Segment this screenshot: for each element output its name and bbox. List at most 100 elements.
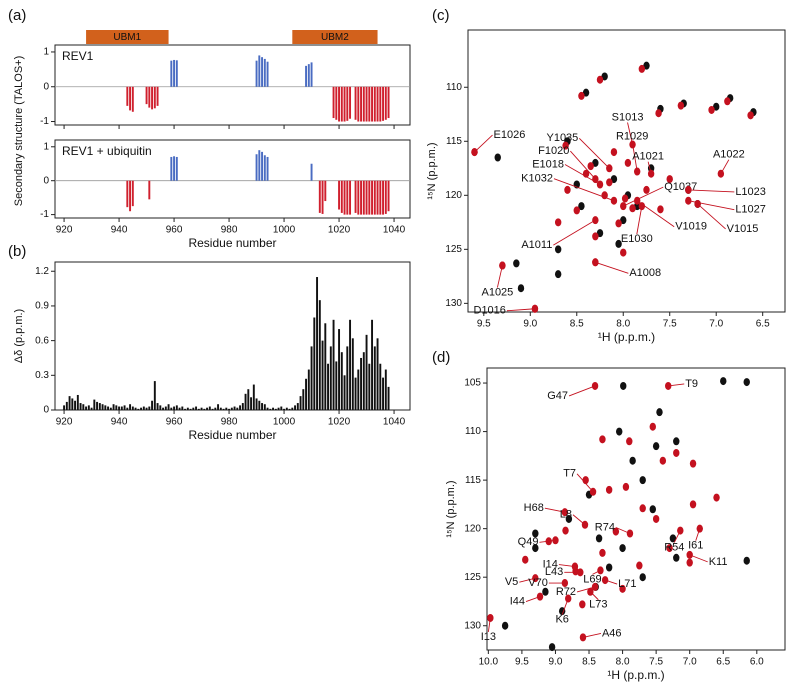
bar <box>296 403 299 410</box>
x-tick-label: 940 <box>111 225 128 236</box>
bar <box>357 180 360 215</box>
x-tick-label: 8.0 <box>616 657 630 668</box>
peak-label: A46 <box>602 627 622 639</box>
x-axis-label: ¹H (p.p.m.) <box>598 330 655 344</box>
bar <box>87 405 90 410</box>
y-tick-label: 0 <box>43 81 49 92</box>
bar <box>305 378 308 410</box>
bar <box>280 406 283 410</box>
peak <box>501 621 509 630</box>
bar <box>338 329 341 410</box>
bar <box>373 86 376 122</box>
peak <box>622 482 630 491</box>
peak <box>673 553 680 562</box>
bar <box>318 180 321 213</box>
y-tick-label: 0.3 <box>35 370 49 381</box>
bar <box>272 407 275 410</box>
peak <box>629 456 636 465</box>
domain-label: UBM1 <box>113 32 141 43</box>
bar <box>261 403 264 410</box>
bar <box>156 86 159 106</box>
bar <box>373 346 376 410</box>
peak <box>619 584 626 593</box>
peak <box>713 102 720 111</box>
labeled-peak <box>606 164 613 173</box>
peak <box>724 97 731 106</box>
peak-label: E1018 <box>532 158 564 170</box>
bar <box>261 57 264 87</box>
peak-label: Q49 <box>518 536 539 548</box>
bar <box>307 64 310 87</box>
bar <box>368 86 371 122</box>
peak <box>615 219 622 228</box>
bar <box>184 408 187 410</box>
leader-line <box>570 150 596 180</box>
bar <box>107 406 110 410</box>
bar <box>346 346 349 410</box>
labeled-peak <box>577 568 584 577</box>
bar <box>126 407 129 410</box>
bar <box>148 406 151 410</box>
bar <box>340 180 343 213</box>
bar <box>255 154 258 181</box>
bar <box>307 369 310 410</box>
x-tick-label: 6.5 <box>716 657 730 668</box>
x-tick-label: 6.0 <box>750 657 764 668</box>
peak-label: Y1035 <box>546 132 578 144</box>
peak <box>669 534 677 543</box>
bar <box>203 408 206 410</box>
bar <box>129 404 132 410</box>
leader-line <box>544 507 565 513</box>
peak <box>542 587 549 596</box>
labeled-peak <box>677 526 684 535</box>
peak-label: H68 <box>524 502 544 514</box>
peak <box>562 526 569 535</box>
y-tick-label: 1 <box>43 141 49 152</box>
leader-line <box>576 473 594 493</box>
bar <box>65 401 68 410</box>
plot-frame <box>54 139 411 219</box>
labeled-peak <box>694 199 701 208</box>
bar <box>137 408 140 410</box>
peak <box>652 514 660 523</box>
labeled-peak <box>647 169 655 178</box>
peak <box>610 175 618 184</box>
panel-label: (a) <box>8 7 26 24</box>
labeled-peak <box>685 196 692 205</box>
labeled-peak <box>638 202 646 211</box>
peak <box>747 111 754 120</box>
peak <box>626 437 633 446</box>
peak-label: A1008 <box>629 267 661 279</box>
peak <box>565 514 573 523</box>
peak-label: D1016 <box>474 305 506 317</box>
bar <box>387 180 390 212</box>
bar <box>219 407 222 410</box>
peak <box>601 72 608 81</box>
y-tick-label: -1 <box>40 209 49 220</box>
x-tick-label: 9.5 <box>477 319 491 330</box>
peak-label: L8 <box>560 509 572 521</box>
bar <box>258 55 261 87</box>
labeled-peak <box>499 261 506 270</box>
peak-label: A1011 <box>521 239 552 251</box>
peak <box>659 456 667 465</box>
bar <box>255 60 258 87</box>
bar <box>195 406 198 410</box>
bar <box>131 406 134 410</box>
peak <box>743 378 750 387</box>
peak-label: L1023 <box>735 186 766 198</box>
bar <box>233 406 236 410</box>
bar <box>277 407 280 410</box>
bar <box>362 86 365 122</box>
plot-frame <box>467 29 786 313</box>
peak-label: I13 <box>481 631 496 643</box>
bar <box>76 394 79 410</box>
peak <box>708 105 715 114</box>
peak <box>639 504 646 513</box>
x-tick-label: 940 <box>111 417 128 428</box>
bar <box>222 408 225 410</box>
peak-label: K11 <box>709 556 728 568</box>
peak <box>612 527 620 536</box>
peak-label: T9 <box>685 378 698 390</box>
bar <box>349 319 352 410</box>
